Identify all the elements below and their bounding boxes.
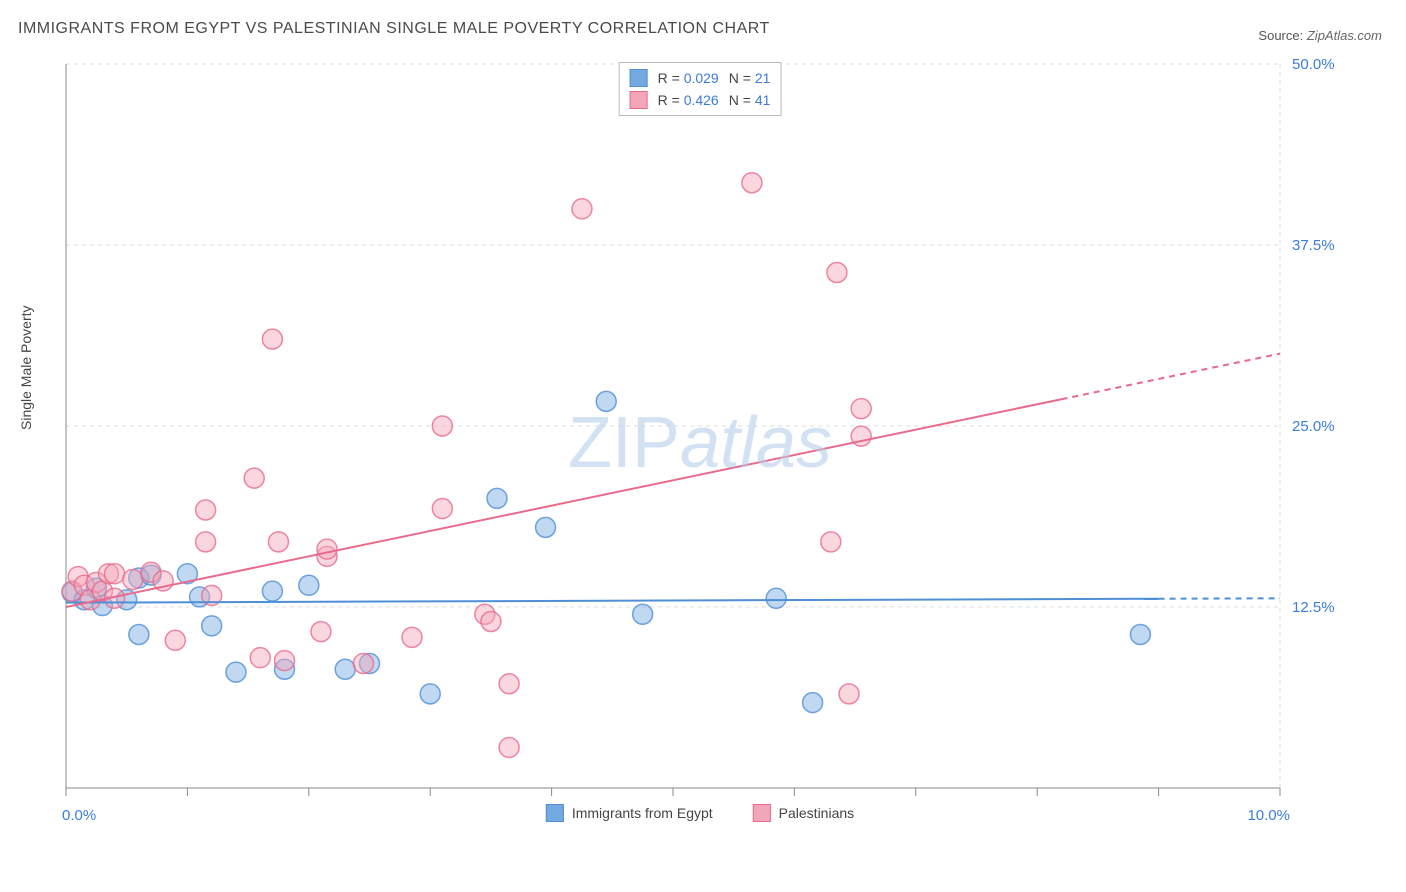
data-point-palestinian <box>481 611 501 631</box>
data-point-egypt <box>299 575 319 595</box>
data-point-egypt <box>536 517 556 537</box>
source-label: Source: <box>1258 28 1303 43</box>
r-stat: R = 0.029 <box>658 70 719 86</box>
data-point-palestinian <box>499 674 519 694</box>
legend-item: Palestinians <box>753 804 855 822</box>
legend-swatch <box>546 804 564 822</box>
data-point-palestinian <box>268 532 288 552</box>
data-point-egypt <box>226 662 246 682</box>
data-point-egypt <box>766 588 786 608</box>
x-tick-label: 0.0% <box>62 807 96 824</box>
source-value: ZipAtlas.com <box>1307 28 1382 43</box>
n-stat: N = 41 <box>729 92 771 108</box>
chart-title: IMMIGRANTS FROM EGYPT VS PALESTINIAN SIN… <box>18 20 770 38</box>
data-point-palestinian <box>196 532 216 552</box>
data-point-egypt <box>262 581 282 601</box>
legend-swatch <box>630 69 648 87</box>
data-point-palestinian <box>839 684 859 704</box>
source-attribution: Source: ZipAtlas.com <box>1258 28 1382 43</box>
data-point-palestinian <box>250 648 270 668</box>
data-point-palestinian <box>275 651 295 671</box>
data-point-palestinian <box>196 500 216 520</box>
scatter-plot: 12.5% 25.0% 37.5% 50.0% 0.0% 10.0% <box>60 58 1340 828</box>
trend-line-palestinian <box>66 399 1061 607</box>
data-point-palestinian <box>827 263 847 283</box>
y-tick-label: 50.0% <box>1292 58 1335 73</box>
data-point-palestinian <box>432 416 452 436</box>
legend-swatch <box>630 91 648 109</box>
legend-label: Immigrants from Egypt <box>572 805 713 821</box>
data-point-palestinian <box>851 399 871 419</box>
data-point-egypt <box>633 604 653 624</box>
data-point-egypt <box>202 616 222 636</box>
data-point-palestinian <box>311 622 331 642</box>
data-point-palestinian <box>432 499 452 519</box>
correlation-legend: R = 0.029 N = 21 R = 0.426 N = 41 <box>619 62 782 116</box>
data-point-palestinian <box>353 653 373 673</box>
data-point-palestinian <box>499 737 519 757</box>
data-point-egypt <box>335 659 355 679</box>
data-point-egypt <box>420 684 440 704</box>
legend-swatch <box>753 804 771 822</box>
series-legend: Immigrants from Egypt Palestinians <box>546 804 854 822</box>
data-point-egypt <box>596 391 616 411</box>
x-tick-label: 10.0% <box>1247 807 1290 824</box>
chart-area: 12.5%25.0%37.5%50.0%0.0%10.0% ZIPatlas R… <box>60 58 1340 828</box>
legend-item: Immigrants from Egypt <box>546 804 713 822</box>
data-point-egypt <box>803 693 823 713</box>
r-stat: R = 0.426 <box>658 92 719 108</box>
data-point-palestinian <box>821 532 841 552</box>
data-point-egypt <box>129 625 149 645</box>
data-point-palestinian <box>742 173 762 193</box>
legend-label: Palestinians <box>779 805 855 821</box>
data-point-palestinian <box>262 329 282 349</box>
trend-line-dashed-palestinian <box>1061 354 1280 400</box>
y-tick-label: 37.5% <box>1292 237 1335 254</box>
y-tick-label: 25.0% <box>1292 418 1335 435</box>
trend-line-egypt <box>66 599 1159 603</box>
data-point-palestinian <box>317 539 337 559</box>
data-point-palestinian <box>105 564 125 584</box>
data-point-palestinian <box>572 199 592 219</box>
n-stat: N = 21 <box>729 70 771 86</box>
data-point-egypt <box>1130 625 1150 645</box>
correlation-row: R = 0.029 N = 21 <box>630 67 771 89</box>
data-point-palestinian <box>402 627 422 647</box>
data-point-palestinian <box>165 630 185 650</box>
correlation-row: R = 0.426 N = 41 <box>630 89 771 111</box>
data-point-palestinian <box>123 569 143 589</box>
data-point-egypt <box>487 488 507 508</box>
data-point-palestinian <box>244 468 264 488</box>
y-axis-label: Single Male Poverty <box>18 305 34 430</box>
y-tick-label: 12.5% <box>1292 599 1335 616</box>
